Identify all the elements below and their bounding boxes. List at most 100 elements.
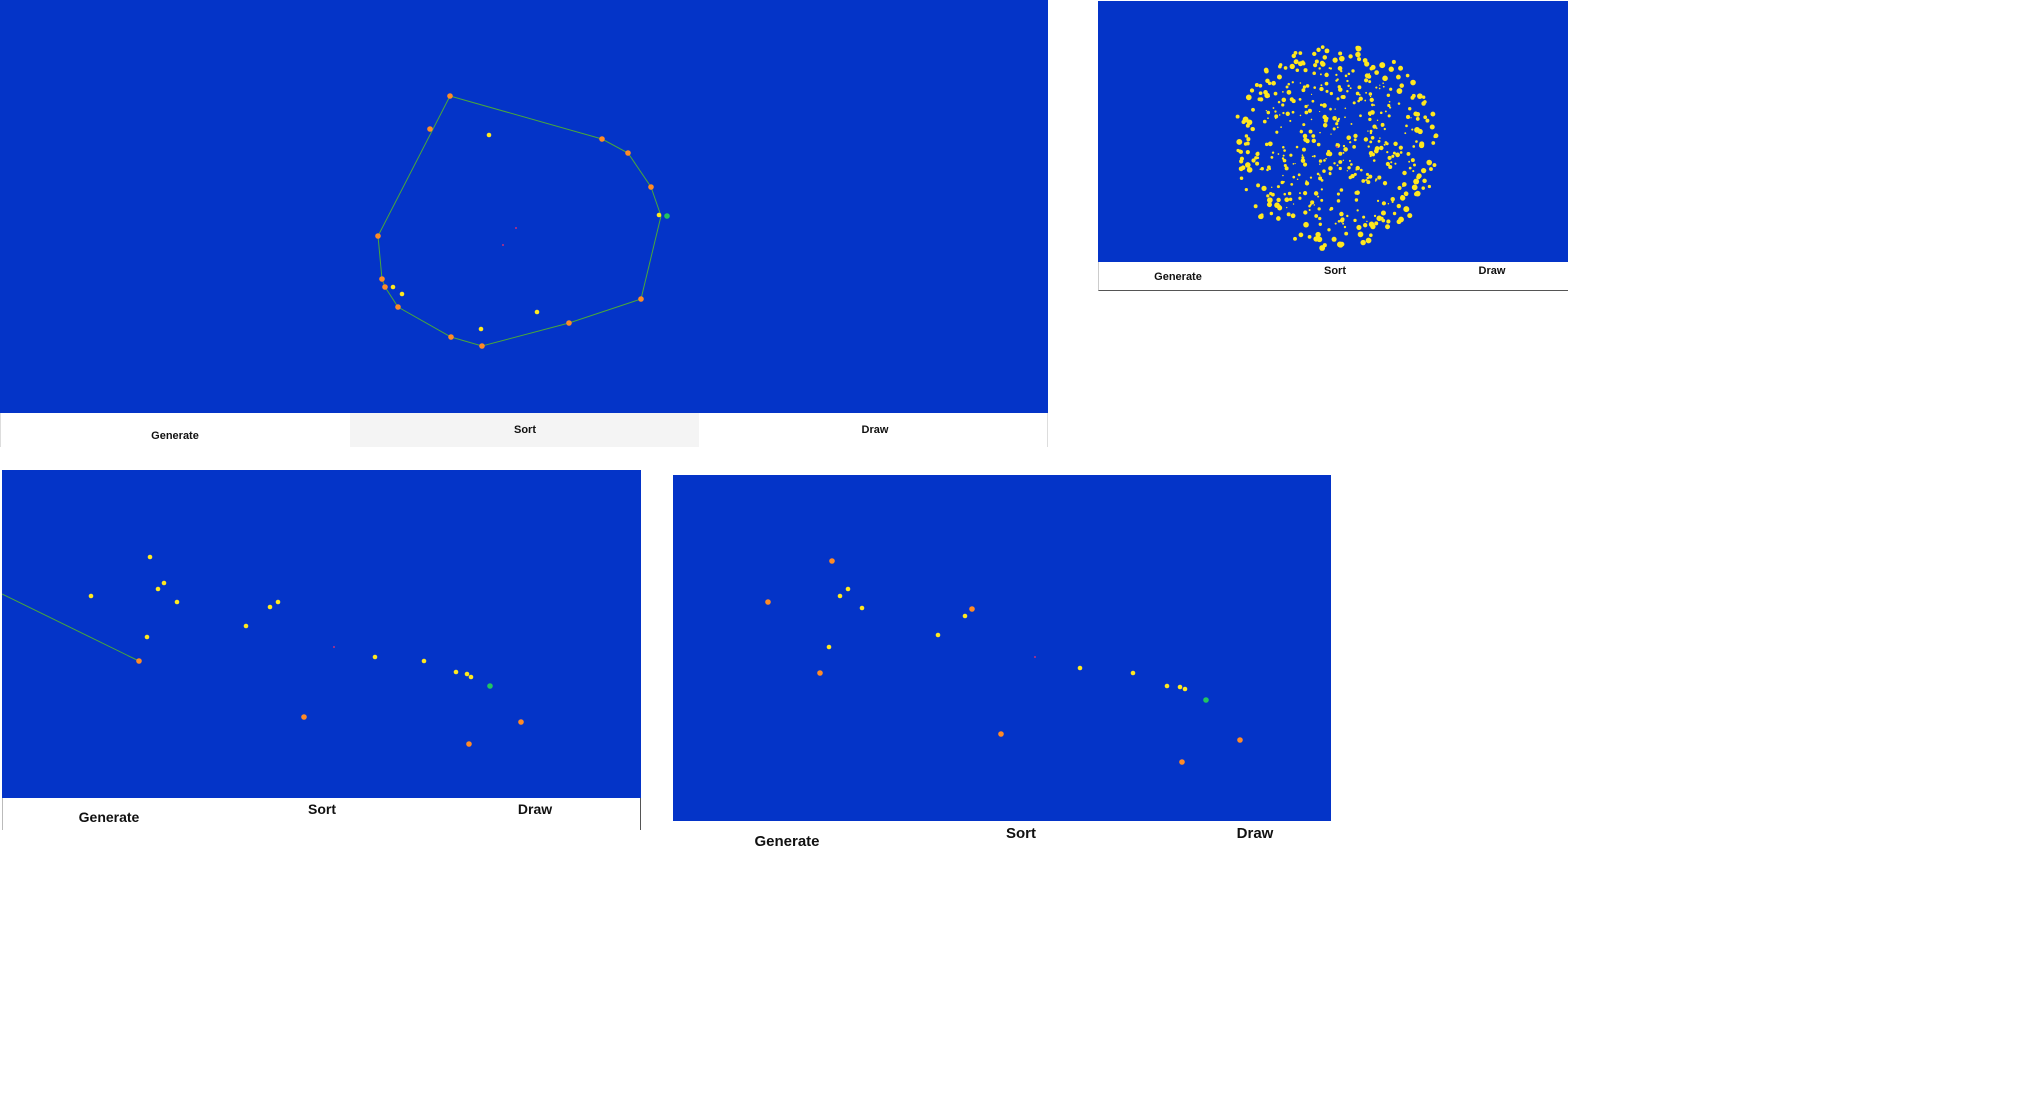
cloud-point [1392,151,1396,155]
cloud-point [1371,152,1376,157]
cloud-point [1310,118,1313,121]
sort-button[interactable]: Sort [1006,825,1036,842]
cloud-point [1255,152,1260,157]
points-plot [1235,45,1439,251]
cloud-point [1268,167,1272,171]
cloud-point [1304,104,1308,109]
cloud-point [1348,159,1351,162]
draw-button[interactable]: Draw [1478,265,1506,277]
cloud-point [1298,61,1304,67]
cloud-point [1389,106,1392,109]
cloud-point [1282,145,1285,149]
interior-point [88,593,94,599]
cloud-point [1379,62,1386,69]
cloud-point [1381,201,1387,206]
cloud-point [1310,200,1315,205]
cloud-point [1335,79,1338,82]
cloud-point [1285,85,1289,89]
cloud-point [1416,173,1422,179]
cloud-point [1369,233,1373,238]
generate-button[interactable]: Generate [151,430,199,442]
hull-point [638,296,644,302]
cloud-point [1343,225,1347,229]
interior-point [275,599,281,605]
cloud-point [1369,129,1373,133]
cloud-point [1360,239,1366,246]
cloud-point [1377,175,1382,180]
cloud-point [1302,85,1307,89]
cloud-point [1304,181,1310,186]
cloud-point [1258,91,1263,96]
drawing-canvas[interactable] [673,475,1331,821]
cloud-point [1340,217,1345,222]
cloud-point [1303,221,1309,228]
cloud-point [1356,209,1359,212]
draw-button[interactable]: Draw [861,424,889,436]
cloud-point [1307,234,1312,239]
cloud-point [1296,178,1299,181]
cloud-point [1367,145,1370,148]
sort-button[interactable]: Sort [514,424,536,436]
draw-button[interactable]: Draw [1236,825,1274,842]
generate-button[interactable]: Generate [754,833,820,850]
cloud-point [1396,88,1403,94]
cloud-point [1318,159,1323,163]
cloud-point [1323,159,1326,162]
drawing-canvas[interactable] [1098,1,1568,262]
centroid-point [502,244,504,246]
points-plot [765,558,1243,765]
interior-point [267,604,273,610]
cloud-point [1284,197,1290,203]
hull-point [625,150,631,156]
cloud-point [1318,216,1322,221]
cloud-point [1398,145,1403,150]
hull-point [765,599,771,605]
cloud-point [1334,222,1337,225]
drawing-canvas[interactable] [0,0,1048,413]
sort-button[interactable]: Sort [1324,265,1346,277]
cloud-point [1374,221,1379,226]
cloud-point [1275,130,1279,134]
cloud-point [1282,174,1284,177]
cloud-point [1307,104,1309,106]
cloud-point [1311,138,1317,144]
cloud-point [1253,204,1258,209]
draw-button[interactable]: Draw [517,801,553,817]
hull-point [829,558,835,564]
cloud-point [1263,90,1268,95]
hull-panel-top-right: Generate Sort Draw [1098,1,1568,291]
cloud-point [1396,219,1402,225]
cloud-point [1311,99,1315,103]
cloud-point [1319,86,1324,92]
cloud-point [1328,166,1333,171]
sort-button[interactable]: Sort [308,801,336,817]
interior-point [174,599,180,605]
cloud-point [1280,126,1282,129]
cloud-point [1393,141,1398,146]
cloud-point [1433,134,1437,139]
interior-point [478,326,484,332]
drawing-canvas[interactable] [2,470,641,798]
cloud-point [1308,204,1311,208]
cloud-point [1265,109,1268,112]
cloud-point [1308,110,1311,113]
hull-point [375,233,381,239]
cloud-point [1277,100,1281,104]
generate-button[interactable]: Generate [1154,271,1202,283]
cloud-point [1344,107,1347,110]
cloud-point [1266,168,1269,172]
cloud-point [1359,168,1363,172]
cloud-point [1282,180,1285,183]
generate-button[interactable]: Generate [78,809,140,825]
cloud-point [1397,185,1402,191]
cloud-point [1269,211,1274,216]
cloud-point [1331,236,1337,242]
cloud-point [1299,192,1301,195]
cloud-point [1347,166,1351,170]
cloud-point [1343,147,1348,152]
cloud-point [1282,158,1287,163]
cloud-point [1264,142,1269,147]
hull-point [136,658,142,664]
interior-point [161,580,167,586]
cloud-point [1261,185,1267,191]
